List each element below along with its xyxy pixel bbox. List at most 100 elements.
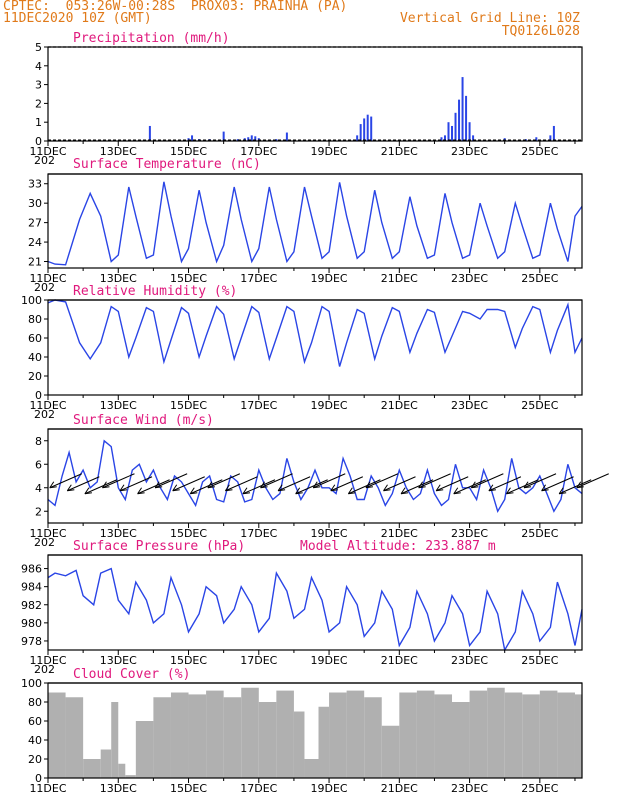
wind-arrow [190, 479, 223, 495]
wind-arrow-head [295, 487, 301, 495]
cloud-bar [83, 759, 101, 778]
x-tick-label: 21DEC [381, 527, 418, 540]
x-tick-label: 11DEC [29, 272, 66, 285]
precip-bar [552, 125, 555, 141]
wind-arrow-head [67, 489, 75, 492]
x-tick-label: 15DEC [170, 782, 207, 795]
cloud-bar [170, 692, 189, 778]
wind-arrow [488, 476, 522, 492]
precip-bar [250, 135, 253, 141]
cloud-bar [100, 749, 112, 778]
y-tick-label: 40 [28, 351, 42, 364]
y-tick-label: 40 [28, 734, 42, 747]
precip-bar [370, 116, 373, 141]
cloud-bar [487, 687, 505, 778]
x-tick-label: 11DEC [29, 145, 66, 158]
x-tick-label: 15DEC [170, 145, 207, 158]
y-tick-label: 978 [21, 635, 42, 648]
wind-arrow-head [102, 486, 110, 489]
x-tick-label: 17DEC [240, 782, 277, 795]
x-tick-label: 25DEC [521, 527, 558, 540]
y-tick-label: 20 [28, 370, 42, 383]
wind-arrow-head [330, 484, 336, 492]
cloud-bar [469, 690, 488, 778]
wind-arrow-head [172, 489, 180, 492]
x-tick-label: 15DEC [170, 399, 207, 412]
wind-arrow [541, 476, 574, 492]
wind-arrow-head [418, 481, 424, 489]
header-station: CPTEC: 053:26W-00:28S PROX03: PRAINHA (P… [3, 0, 348, 14]
y-tick-label: 100 [21, 677, 42, 690]
panel-frame [47, 299, 583, 396]
wind-arrow [154, 473, 188, 489]
x-tick-label: 23DEC [451, 654, 488, 667]
wind-arrow-head [506, 487, 511, 495]
x-tick-label: 11DEC [29, 782, 66, 795]
y-tick-label: 80 [28, 313, 42, 326]
wind-arrow [277, 476, 311, 492]
wind-arrow-head [172, 484, 178, 492]
x-tick-label: 19DEC [310, 527, 347, 540]
x-tick-label: 21DEC [381, 399, 418, 412]
cloud-bar [329, 692, 347, 778]
wind-arrow-head [347, 487, 353, 495]
wind-arrow [436, 476, 469, 492]
y-tick-label: 2 [35, 97, 42, 110]
wind-arrow-head [119, 489, 128, 492]
wind-arrow-head [224, 484, 230, 492]
cloud-bar [153, 697, 171, 778]
x-tick-label: 19DEC [310, 782, 347, 795]
wind-arrow-head [154, 481, 160, 489]
precip-bar [363, 118, 366, 141]
header-model-code: TQ0126L028 [501, 24, 580, 39]
cloud-bar [318, 706, 330, 778]
x-tick-label: 13DEC [100, 399, 137, 412]
x-tick-label: 19DEC [310, 399, 347, 412]
cloud-bar [557, 692, 575, 778]
x-tick-label: 23DEC [451, 527, 488, 540]
wind-arrow-head [558, 487, 564, 495]
cloud-bar [434, 694, 453, 778]
y-tick-label: 0 [35, 772, 42, 785]
wind-arrow-head [155, 486, 163, 489]
wind-arrow [49, 473, 82, 489]
y-tick-label: 20 [28, 753, 42, 766]
x-tick-label: 19DEC [310, 272, 347, 285]
wind-arrow-head [260, 481, 265, 489]
panel-frame [47, 46, 583, 142]
wind-arrow-head [435, 484, 441, 492]
wind-arrow-head [260, 486, 268, 489]
x-tick-label: 19DEC [310, 654, 347, 667]
x-tick-label: 15DEC [170, 527, 207, 540]
y-tick-label: 0 [35, 389, 42, 402]
wind-arrow-head [190, 492, 198, 495]
precip-bar [535, 137, 538, 141]
x-tick-label: 25DEC [521, 272, 558, 285]
x-tick-label: 15DEC [170, 654, 207, 667]
precip-bar [549, 135, 552, 141]
x-tick-label: 17DEC [240, 272, 277, 285]
series-line [47, 299, 583, 367]
cloud-bar [258, 702, 277, 778]
x-tick-label: 13DEC [100, 782, 137, 795]
panel-title: Cloud Cover (%) [73, 667, 190, 682]
wind-arrow-head [49, 486, 57, 489]
x-tick-label: 25DEC [521, 145, 558, 158]
precip-bar [148, 125, 151, 141]
wind-arrow-head [189, 487, 195, 495]
cloud-bar [381, 725, 400, 778]
wind-arrow-head [383, 484, 388, 492]
y-tick-label: 980 [21, 617, 42, 630]
wind-arrow [102, 473, 135, 489]
cloud-bar [135, 721, 154, 778]
wind-arrow-head [365, 486, 374, 489]
x-tick-label: 17DEC [240, 145, 277, 158]
precip-bar [454, 112, 457, 141]
x-tick-label: 21DEC [381, 782, 418, 795]
wind-arrow-head [137, 487, 143, 495]
precip-bar [366, 114, 369, 141]
cloud-bar [416, 690, 435, 778]
precip-bar [236, 139, 239, 141]
wind-arrow-head [436, 489, 444, 492]
